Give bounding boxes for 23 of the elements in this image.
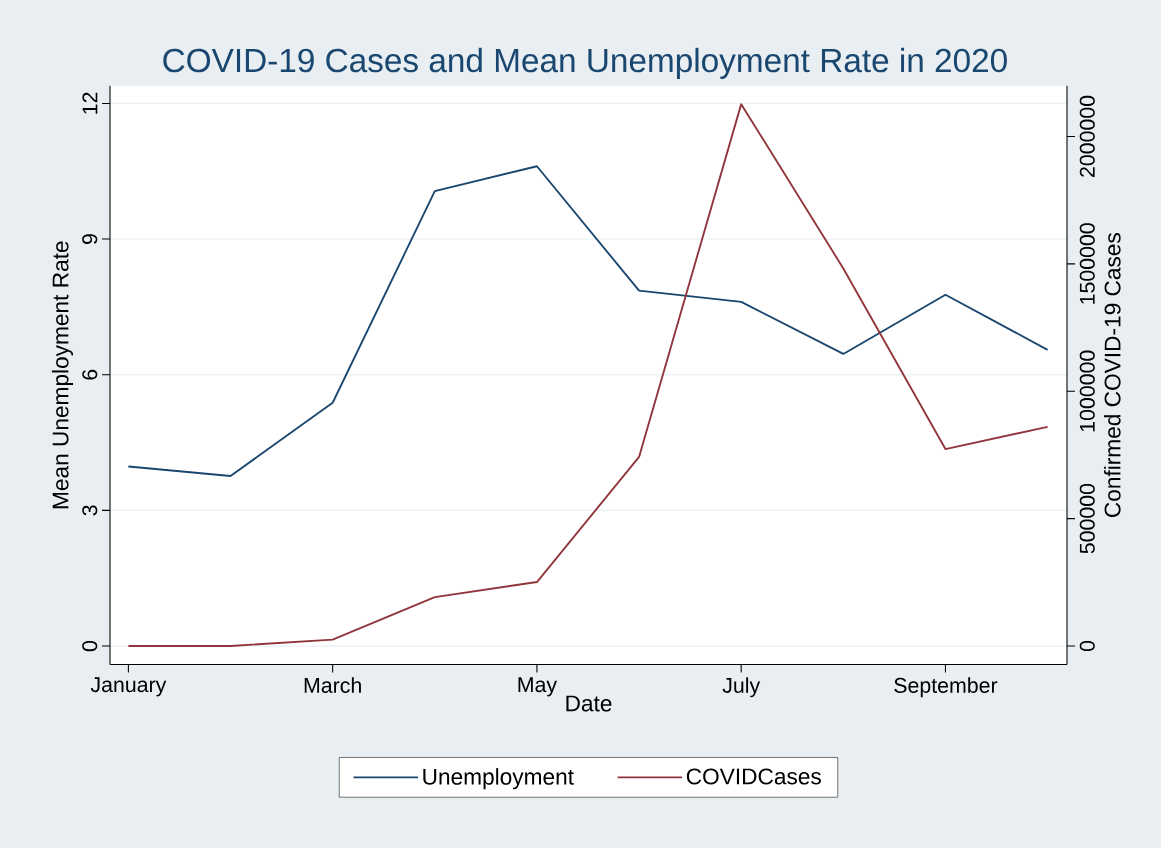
y2-tick-label: 500000	[1079, 483, 1095, 554]
y-tick-label: 12	[82, 92, 98, 114]
legend-label: Unemployment	[423, 768, 574, 790]
x-tick-label: May	[518, 677, 558, 697]
x-tick-label: January	[90, 677, 167, 697]
y2-tick-label: 2000000	[1079, 95, 1095, 177]
y-tick-label: 6	[82, 369, 98, 380]
y2-axis-title: Confirmed COVID-19 Cases	[1103, 233, 1121, 518]
y-tick-label: 9	[82, 234, 98, 244]
x-tick-label: March	[304, 677, 361, 693]
y2-tick-label: 1500000	[1079, 223, 1095, 304]
line-series	[127, 165, 1049, 477]
y-tick-label: 3	[82, 505, 98, 516]
x-tick-label: September	[894, 677, 998, 698]
y2-tick-label: 0	[1079, 640, 1095, 652]
chart-title: COVID-19 Cases and Mean Unemployment Rate in 2020	[163, 47, 1007, 79]
y-tick-label: 0	[82, 640, 98, 652]
legend-label: COVIDCases	[686, 768, 821, 785]
y-axis-title: Mean Unemployment Rate	[51, 241, 74, 509]
x-axis-title: Date	[566, 695, 612, 712]
x-tick-label: July	[722, 677, 761, 698]
y2-tick-label: 1000000	[1079, 350, 1095, 432]
line-series	[127, 103, 1049, 647]
